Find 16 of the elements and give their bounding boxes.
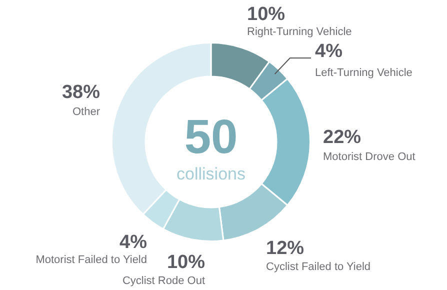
data-label: 4% [315,41,343,62]
slice-label: Cyclist Rode Out [122,275,205,288]
slice-label: Motorist Failed to Yield [36,254,147,266]
slice-label: Left-Turning Vehicle [315,67,412,80]
text: 50 [184,111,238,164]
data-label: 4% [120,232,148,254]
data-label: 38% [62,82,100,104]
data-label: 10% [166,252,206,274]
data-label: 12% [266,238,304,260]
slice-label: Other [72,106,100,118]
slice-label: Right-Turning Vehicle [247,26,352,38]
slice-label: Motorist Drove Out [323,151,416,164]
slice-label: Cyclist Failed to Yield [266,261,371,274]
data-label: 22% [323,127,362,148]
text: collisions [176,164,246,184]
data-label: 10% [247,4,286,26]
